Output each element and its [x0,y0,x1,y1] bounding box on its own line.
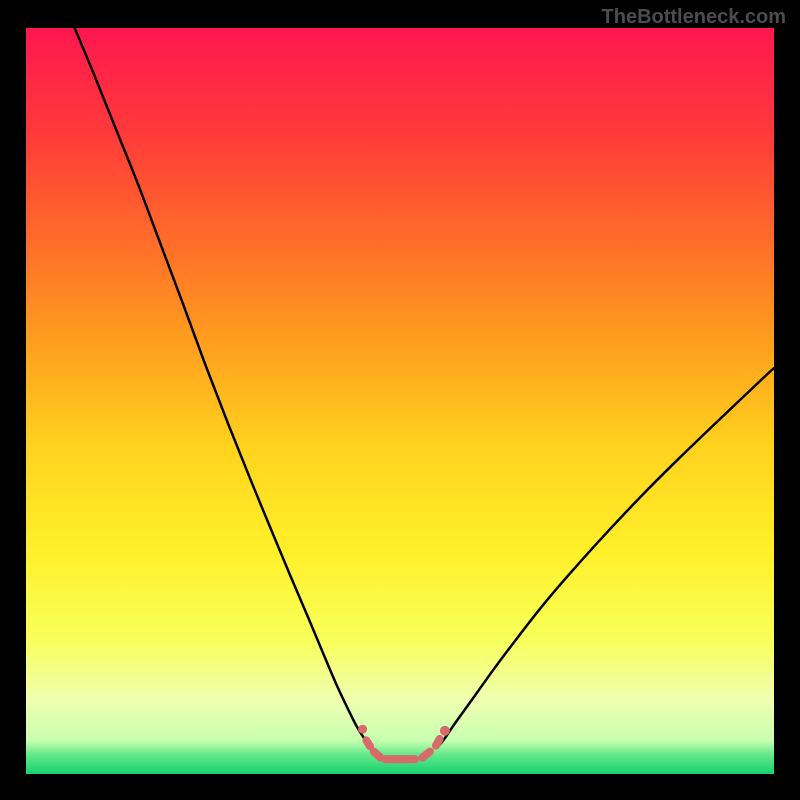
bottom-dot-1 [440,726,450,736]
bottom-dash-1 [374,752,381,758]
chart-svg [0,0,800,800]
plot-background [26,28,774,774]
watermark-text: TheBottleneck.com [602,6,786,29]
bottom-dash-3 [422,752,429,758]
bottom-dot-0 [358,725,367,734]
bottom-dash-0 [366,740,370,746]
chart-container: TheBottleneck.com [0,0,800,800]
bottom-dash-4 [436,739,440,746]
